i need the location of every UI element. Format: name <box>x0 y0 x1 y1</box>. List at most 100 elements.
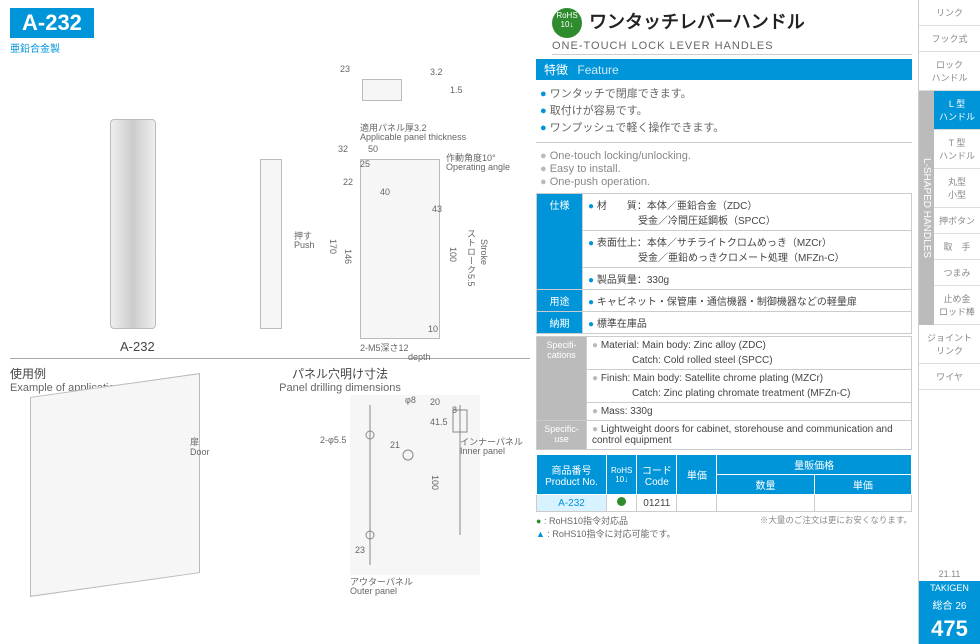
sidebar-brand: TAKIGEN <box>919 581 980 595</box>
application-diagram: パネル穴明け寸法 Panel drilling dimensions 扉 Doo… <box>150 365 530 595</box>
door-iso <box>30 373 200 597</box>
feature-jp-2: 取付けが容易です。 <box>540 102 912 118</box>
dim-10: 10 <box>428 324 438 334</box>
part-number-box: A-232 <box>10 8 94 38</box>
info-column: 特徴 Feature ワンタッチで閉扉できます。 取付けが容易です。 ワンプッシ… <box>530 59 912 644</box>
rohs-badge: RoHS10↓ <box>552 8 582 38</box>
sidebar-sougou: 総合 26 <box>919 595 980 614</box>
dim-40: 40 <box>380 187 390 197</box>
phi55: 2-φ5.5 <box>320 435 346 445</box>
top-drawing <box>362 79 402 101</box>
panel-thick-en: Applicable panel thickness <box>360 132 466 142</box>
sidebar-item-8[interactable]: つまみ <box>934 260 980 286</box>
th-partno-en: Product No. <box>545 477 598 488</box>
th-code-en: Code <box>645 477 669 488</box>
spec-jp-row2: 表面仕上：本体／サチライトクロムめっき（MZCr） 受金／亜鉛めっきクロメート処… <box>588 238 845 264</box>
spec-head-nouki: 納期 <box>537 312 583 334</box>
panel-drilling-diagram <box>350 395 480 575</box>
material-label-jp: 亜鉛合金製 <box>10 40 94 55</box>
dim-22: 22 <box>343 177 353 187</box>
category-sidebar: リンク フック式 ロック ハンドル L-SHAPED HANDLES L 型 ハ… <box>918 0 980 644</box>
dim-43: 43 <box>432 204 442 214</box>
push-en: Push <box>294 240 315 250</box>
feature-en-3: One-push operation. <box>540 176 912 188</box>
depth-jp: 2-M5深さ12 <box>360 341 409 354</box>
sidebar-item-2[interactable]: ロック ハンドル <box>919 52 980 91</box>
sidebar-vertical-en: L-SHAPED HANDLES <box>919 91 934 325</box>
th-bulk: 量販価格 <box>717 455 912 475</box>
product-table: 商品番号Product No. RoHS 10↓ コードCode 単価 量販価格… <box>536 454 912 512</box>
depth-en: depth <box>408 352 431 362</box>
phi8: φ8 <box>405 395 416 405</box>
stroke-en: Stroke <box>479 239 489 265</box>
note-green <box>536 516 544 526</box>
pdim-415: 41.5 <box>430 417 448 427</box>
feature-en-2: Easy to install. <box>540 163 912 175</box>
spec-jp-row1: 材 質：本体／亜鉛合金（ZDC） 受金／冷間圧延鋼板（SPCC） <box>588 201 776 227</box>
feature-en-1: One-touch locking/unlocking. <box>540 150 912 162</box>
sidebar-item-7[interactable]: 取 手 <box>934 234 980 260</box>
th-qty: 数量 <box>717 475 814 495</box>
front-drawing <box>360 159 440 339</box>
sidebar-item-5[interactable]: 丸型 小型 <box>934 169 980 208</box>
feature-head-jp: 特徴 <box>544 63 568 77</box>
stroke-jp: ストローク5.5 <box>465 229 478 287</box>
feature-list-en: One-touch locking/unlocking. Easy to ins… <box>536 145 912 193</box>
feature-jp-3: ワンプッシュで軽く操作できます。 <box>540 119 912 135</box>
spec-en-row3: Mass: 330g <box>592 406 653 417</box>
bulk-note: ※大量のご注文は更にお安くなります。 <box>760 514 912 526</box>
pdim-20: 20 <box>430 397 440 407</box>
footnotes: : RoHS10指令対応品 ※大量のご注文は更にお安くなります。 : RoHS1… <box>536 514 912 540</box>
pdim-100: 100 <box>430 475 440 490</box>
spec-head-youto: 用途 <box>537 290 583 312</box>
rohs-dot-icon <box>617 497 626 506</box>
header: A-232 亜鉛合金製 RoHS10↓ ワンタッチレバーハンドル ONE-TOU… <box>10 8 912 55</box>
outer-en: Outer panel <box>350 586 397 596</box>
spec-jp-row3: 製品質量：330g <box>588 275 669 286</box>
spec-table-en: Specifi-cations Material: Main body: Zin… <box>536 336 912 450</box>
spec-use-text-en: Lightweight doors for cabinet, storehous… <box>592 424 893 446</box>
feature-list-jp: ワンタッチで閉扉できます。 取付けが容易です。 ワンプッシュで軽く操作できます。 <box>536 80 912 140</box>
th-unit: 単価 <box>677 455 717 495</box>
title-jp: ワンタッチレバーハンドル <box>589 8 805 34</box>
dim-50: 50 <box>368 144 378 154</box>
spec-nouki-text: 標準在庫品 <box>588 319 647 330</box>
sidebar-date: 21.11 <box>919 567 980 581</box>
dim-146: 146 <box>343 249 353 264</box>
sidebar-item-9[interactable]: 止め金 ロッド棒 <box>934 286 980 325</box>
diagrams-column: A-232 23 3.2 1.5 適用パネル厚3.2 Applicable pa… <box>10 59 530 644</box>
sidebar-item-3[interactable]: L 型 ハンドル <box>934 91 980 130</box>
spec-table-jp: 仕様 材 質：本体／亜鉛合金（ZDC） 受金／冷間圧延鋼板（SPCC） 表面仕上… <box>536 193 912 334</box>
op-angle-en: Operating angle <box>446 162 510 172</box>
note2-text: : RoHS10指令に対応可能です。 <box>547 529 675 539</box>
feature-jp-1: ワンタッチで閉扉できます。 <box>540 85 912 101</box>
spec-use-head-en: Specific-use <box>537 421 587 450</box>
door-en: Door <box>190 447 210 457</box>
spec-en-row2: Finish: Main body: Satellite chrome plat… <box>592 373 850 399</box>
td-code: 01211 <box>637 495 677 512</box>
panel-title-jp: パネル穴明け寸法 <box>150 365 530 382</box>
pdim-21: 21 <box>390 440 400 450</box>
sidebar-item-11[interactable]: ワイヤ <box>919 364 980 390</box>
spec-head-en: Specifi-cations <box>537 337 587 421</box>
feature-head-en: Feature <box>577 63 618 77</box>
title-en: ONE-TOUCH LOCK LEVER HANDLES <box>552 40 912 55</box>
sidebar-item-1[interactable]: フック式 <box>919 26 980 52</box>
sidebar-item-4[interactable]: T 型 ハンドル <box>934 130 980 169</box>
app-title-jp: 使用例 <box>10 365 150 382</box>
feature-heading: 特徴 Feature <box>536 59 912 80</box>
main-diagram: A-232 23 3.2 1.5 適用パネル厚3.2 Applicable pa… <box>10 59 530 359</box>
spec-head-shiyou: 仕様 <box>537 194 583 290</box>
note1-text: : RoHS10指令対応品 <box>544 516 628 526</box>
sidebar-item-10[interactable]: ジョイント リンク <box>919 325 980 364</box>
spec-youto-text: キャビネット・保管庫・通信機器・制御機器などの軽量扉 <box>588 297 857 308</box>
dim-25: 25 <box>360 159 370 169</box>
th-partno-jp: 商品番号 <box>552 466 592 477</box>
td-partno: A-232 <box>537 495 607 512</box>
th-unit2: 単価 <box>814 475 911 495</box>
sidebar-item-0[interactable]: リンク <box>919 0 980 26</box>
dim-32: 32 <box>338 144 348 154</box>
sidebar-item-6[interactable]: 押ボタン <box>934 208 980 234</box>
dim-1-5: 1.5 <box>450 85 463 95</box>
pdim-8: 8 <box>452 405 457 415</box>
